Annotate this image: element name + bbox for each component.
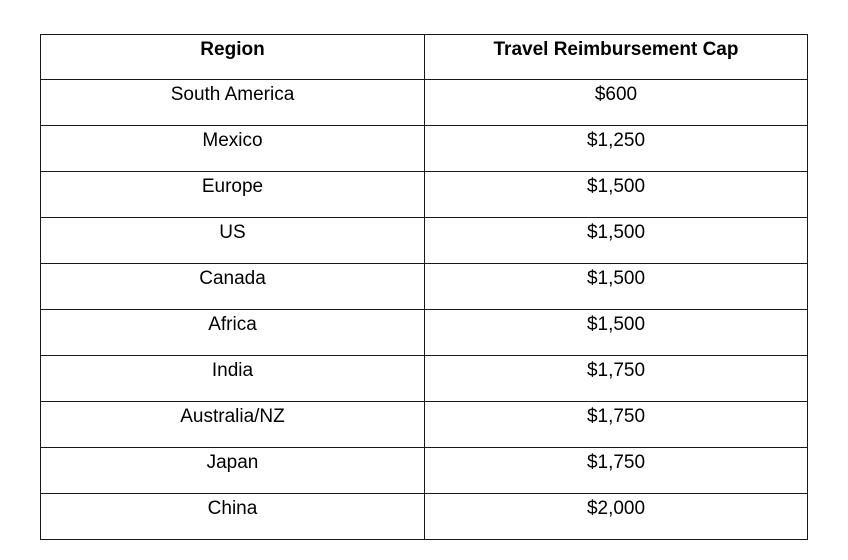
table-header-row: Region Travel Reimbursement Cap	[40, 34, 808, 80]
cap-cell: $1,750	[424, 447, 808, 494]
cap-column-header: Travel Reimbursement Cap	[424, 34, 808, 80]
region-cell: Mexico	[40, 125, 425, 172]
cap-cell: $1,750	[424, 355, 808, 402]
cap-cell: $1,500	[424, 309, 808, 356]
region-cell: Australia/NZ	[40, 401, 425, 448]
reimbursement-table: Region Travel Reimbursement Cap South Am…	[40, 34, 808, 540]
region-column-header: Region	[40, 34, 425, 80]
table-row: Canada $1,500	[40, 263, 808, 310]
table-row: South America $600	[40, 79, 808, 126]
region-cell: Canada	[40, 263, 425, 310]
region-cell: Europe	[40, 171, 425, 218]
cap-cell: $1,500	[424, 171, 808, 218]
region-cell: South America	[40, 79, 425, 126]
region-cell: China	[40, 493, 425, 540]
cap-cell: $2,000	[424, 493, 808, 540]
cap-cell: $1,500	[424, 217, 808, 264]
table-row: China $2,000	[40, 493, 808, 540]
table-row: Africa $1,500	[40, 309, 808, 356]
cap-cell: $600	[424, 79, 808, 126]
region-cell: Africa	[40, 309, 425, 356]
table-row: Australia/NZ $1,750	[40, 401, 808, 448]
region-cell: India	[40, 355, 425, 402]
table-row: US $1,500	[40, 217, 808, 264]
table-row: Mexico $1,250	[40, 125, 808, 172]
table-row: Europe $1,500	[40, 171, 808, 218]
table-row: India $1,750	[40, 355, 808, 402]
cap-cell: $1,250	[424, 125, 808, 172]
region-cell: US	[40, 217, 425, 264]
region-cell: Japan	[40, 447, 425, 494]
cap-cell: $1,750	[424, 401, 808, 448]
cap-cell: $1,500	[424, 263, 808, 310]
table-row: Japan $1,750	[40, 447, 808, 494]
